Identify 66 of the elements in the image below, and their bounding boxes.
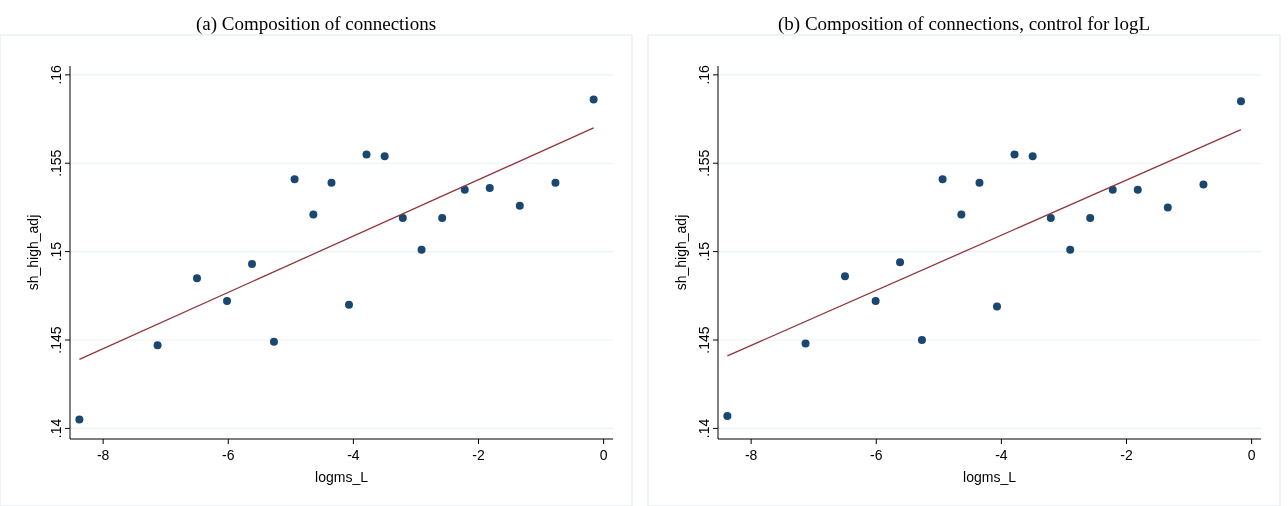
point bbox=[1199, 180, 1208, 189]
x-tick-label: -2 bbox=[472, 447, 485, 463]
point bbox=[1163, 203, 1172, 212]
point bbox=[1010, 150, 1019, 159]
point bbox=[327, 178, 336, 187]
y-axis-title: sh_high_adj bbox=[673, 214, 689, 291]
point bbox=[1108, 185, 1117, 194]
x-tick-label: -6 bbox=[870, 447, 883, 463]
point bbox=[75, 415, 84, 424]
point bbox=[515, 201, 524, 210]
x-tick-label: -6 bbox=[222, 447, 235, 463]
point bbox=[871, 297, 880, 306]
point bbox=[1066, 245, 1075, 254]
point bbox=[248, 259, 257, 268]
y-tick-label: .15 bbox=[48, 241, 64, 262]
y-tick-label: .16 bbox=[696, 64, 712, 85]
point bbox=[290, 175, 299, 184]
point bbox=[896, 258, 905, 267]
point bbox=[938, 175, 947, 184]
x-tick-label: -2 bbox=[1120, 447, 1133, 463]
x-axis-title: logms_L bbox=[315, 469, 369, 485]
point bbox=[380, 152, 389, 161]
point bbox=[345, 300, 354, 309]
chart-title: (a) Composition of connections bbox=[195, 13, 437, 35]
point bbox=[485, 183, 494, 192]
point bbox=[1046, 214, 1055, 223]
point bbox=[362, 150, 371, 159]
point bbox=[460, 185, 469, 194]
x-tick-label: 0 bbox=[599, 447, 608, 463]
point bbox=[957, 210, 966, 219]
point bbox=[192, 274, 201, 283]
point bbox=[438, 214, 447, 223]
point bbox=[801, 339, 810, 348]
x-tick-label: 0 bbox=[1247, 447, 1256, 463]
point bbox=[1028, 152, 1037, 161]
point bbox=[917, 336, 926, 345]
y-tick-label: .155 bbox=[696, 149, 712, 177]
point bbox=[840, 272, 849, 281]
x-tick-label: -4 bbox=[347, 447, 360, 463]
point bbox=[309, 210, 318, 219]
point bbox=[993, 302, 1002, 311]
point bbox=[551, 178, 560, 187]
y-tick-label: .145 bbox=[696, 326, 712, 354]
chart-title: (b) Composition of connections, control for logL bbox=[777, 13, 1151, 35]
y-tick-label: .14 bbox=[48, 418, 64, 439]
point bbox=[589, 95, 598, 104]
point bbox=[417, 245, 426, 254]
y-axis-title: sh_high_adj bbox=[25, 214, 41, 291]
x-axis-title: logms_L bbox=[963, 469, 1017, 485]
x-tick-label: -4 bbox=[995, 447, 1008, 463]
y-tick-label: .145 bbox=[48, 326, 64, 354]
point bbox=[398, 214, 407, 223]
point bbox=[723, 412, 732, 421]
point bbox=[975, 178, 984, 187]
point bbox=[223, 297, 232, 306]
y-tick-label: .15 bbox=[696, 241, 712, 262]
y-tick-label: .155 bbox=[48, 149, 64, 177]
y-tick-label: .14 bbox=[696, 418, 712, 439]
point bbox=[1086, 214, 1095, 223]
point bbox=[1133, 185, 1142, 194]
point bbox=[269, 337, 278, 346]
point bbox=[153, 341, 162, 350]
x-tick-label: -8 bbox=[96, 447, 110, 463]
x-tick-label: -8 bbox=[744, 447, 758, 463]
y-tick-label: .16 bbox=[48, 64, 64, 85]
point bbox=[1236, 97, 1245, 106]
